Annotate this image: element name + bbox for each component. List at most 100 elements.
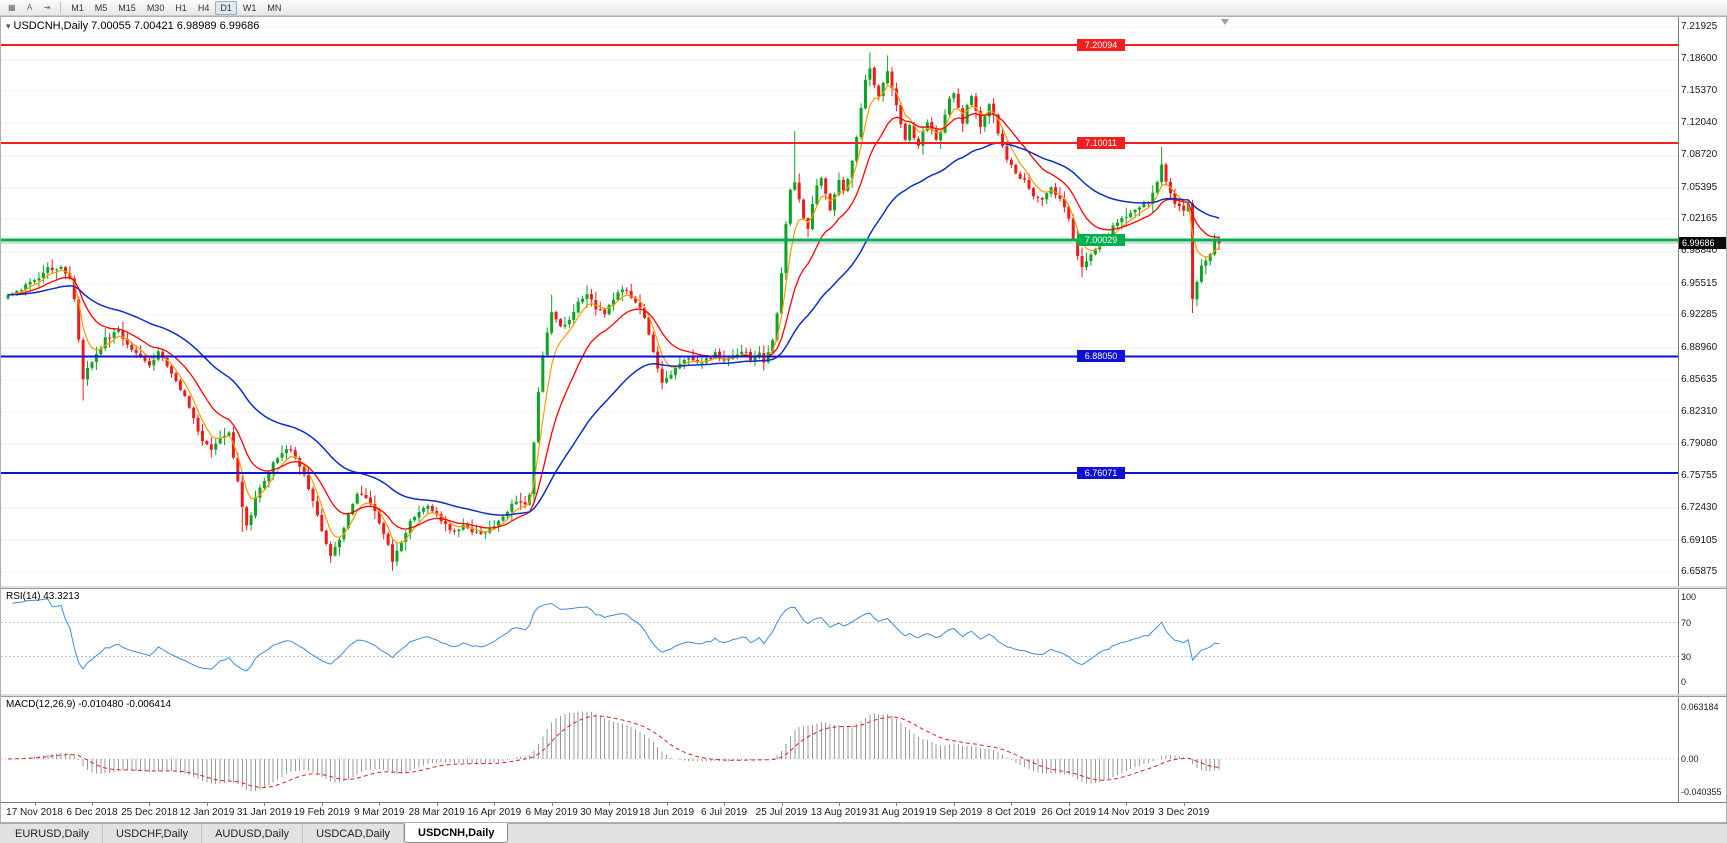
main-chart-pane: ▾ USDCNH,Daily 7.00055 7.00421 6.98989 6.… (1, 17, 1726, 586)
toolbar-icon-group: ▦ A ⇥ (3, 1, 55, 15)
date-axis-tick (149, 803, 151, 806)
level-price-label[interactable]: 6.88050 (1077, 350, 1125, 363)
date-axis-tick (494, 803, 496, 806)
price-axis-label: 6.92285 (1681, 309, 1718, 321)
chart-shift-icon[interactable]: ⇥ (39, 1, 56, 15)
date-axis-tick (609, 803, 611, 806)
chart-tab-bar: EURUSD,Daily USDCHF,Daily AUDUSD,Daily USDC… (0, 823, 1727, 843)
price-axis[interactable]: 6.99686 7.21925 7.18600 7.15370 7.12040 7.08… (1678, 17, 1726, 586)
timeframe-button-m1[interactable]: M1 (66, 1, 89, 15)
price-axis-label: 6.95515 (1681, 277, 1718, 289)
rsi-pane: RSI(14) 43.3213 100 70 30 0 (1, 588, 1726, 694)
date-axis-label: 18 Jun 2019 (639, 807, 695, 818)
level-price-label[interactable]: 7.00029 (1077, 233, 1125, 246)
rsi-axis-label: 0 (1681, 677, 1687, 687)
macd-axis-label: 0.00 (1681, 753, 1699, 764)
date-axis-tick (379, 803, 381, 806)
main-chart-canvas[interactable] (1, 17, 1678, 586)
rsi-axis-label: 70 (1681, 617, 1692, 628)
mid-ma (7, 112, 1220, 530)
price-axis-label: 6.98840 (1681, 245, 1718, 257)
timeframe-button-h1[interactable]: H1 (170, 1, 192, 15)
date-axis-label: 31 Jan 2019 (236, 807, 292, 818)
timeframe-button-m30[interactable]: M30 (142, 1, 170, 15)
date-axis-tick (781, 803, 783, 806)
price-axis-label: 7.12040 (1681, 117, 1718, 129)
rsi-axis[interactable]: 100 70 30 0 (1678, 589, 1726, 694)
time-axis[interactable]: 17 Nov 2018 6 Dec 2018 25 Dec 2018 12 Jan 2… (1, 802, 1726, 822)
date-axis-tick (91, 803, 93, 806)
timeframe-button-m15[interactable]: M15 (113, 1, 141, 15)
price-axis-label: 7.08720 (1681, 149, 1718, 161)
date-axis-tick (1011, 803, 1013, 806)
date-axis-tick (666, 803, 668, 806)
tab-usdcad-daily[interactable]: USDCAD,Daily (303, 824, 405, 843)
tab-eurusd-daily[interactable]: EURUSD,Daily (2, 824, 103, 843)
date-axis-label: 14 Nov 2019 (1097, 807, 1155, 818)
macd-label: MACD(12,26,9) -0.010480 -0.006414 (6, 699, 172, 710)
slow-ma (7, 142, 1220, 516)
date-axis-label: 9 Mar 2019 (353, 807, 405, 818)
timeframe-button-h4[interactable]: H4 (193, 1, 215, 15)
timeframe-button-d1[interactable]: D1 (215, 0, 237, 15)
timeframe-button-w1[interactable]: W1 (238, 1, 262, 15)
timeframe-button-m5[interactable]: M5 (90, 1, 113, 15)
timeframe-button-group: M1 M5 M15 M30 H1 H4 D1 W1 MN (66, 0, 286, 15)
price-axis-label: 7.18600 (1681, 53, 1718, 65)
level-price-label[interactable]: 6.76071 (1077, 466, 1125, 479)
date-axis-label: 6 Dec 2018 (66, 807, 118, 818)
toolbar: ▦ A ⇥ M1 M5 M15 M30 H1 H4 D1 W1 MN (0, 0, 1727, 16)
pane-divider[interactable] (1, 694, 1726, 696)
price-axis-label: 6.88960 (1681, 341, 1718, 353)
price-axis-label: 7.21925 (1681, 21, 1718, 32)
tab-audusd-daily[interactable]: AUDUSD,Daily (202, 824, 304, 843)
timeframe-button-mn[interactable]: MN (262, 1, 286, 15)
price-axis-label: 6.72430 (1681, 502, 1718, 514)
macd-axis[interactable]: 0.063184 0.00 -0.040355 (1678, 697, 1726, 802)
chart-shift-marker-icon (1221, 19, 1230, 25)
date-axis-tick (321, 803, 323, 806)
date-axis-label: 25 Jul 2019 (755, 807, 808, 818)
price-axis-label: 6.85635 (1681, 373, 1718, 385)
date-axis-tick (551, 803, 553, 806)
date-axis-tick (838, 803, 840, 806)
rsi-plot[interactable]: RSI(14) 43.3213 (1, 589, 1678, 694)
date-axis-label: 16 Apr 2019 (467, 807, 522, 818)
date-axis-label: 28 Mar 2019 (408, 807, 465, 818)
date-axis-tick (436, 803, 438, 806)
tab-usdchf-daily[interactable]: USDCHF,Daily (103, 824, 203, 843)
fast-ma (7, 85, 1220, 544)
rsi-axis-label: 100 (1681, 592, 1697, 602)
current-price-badge: 6.99686 (1679, 237, 1726, 250)
price-axis-label: 7.02165 (1681, 213, 1718, 225)
tab-usdcnh-daily[interactable]: USDCNH,Daily (404, 823, 509, 843)
date-axis-tick (1183, 803, 1185, 806)
chart-type-icon[interactable]: ▦ (3, 1, 21, 15)
date-axis-tick (896, 803, 898, 806)
macd-canvas[interactable] (1, 697, 1678, 802)
autoscroll-icon[interactable]: A (22, 1, 38, 15)
macd-plot[interactable]: MACD(12,26,9) -0.010480 -0.006414 (1, 697, 1678, 802)
level-price-label[interactable]: 7.20094 (1077, 38, 1125, 51)
date-axis-tick (953, 803, 955, 806)
price-axis-label: 6.82310 (1681, 406, 1718, 418)
date-axis-label: 12 Jan 2019 (179, 807, 235, 818)
date-axis-label: 13 Aug 2019 (810, 807, 868, 818)
date-axis-label: 8 Oct 2019 (986, 807, 1036, 818)
chart-window: ▾ USDCNH,Daily 7.00055 7.00421 6.98989 6.… (0, 16, 1727, 823)
date-axis-tick (206, 803, 208, 806)
symbol-dropdown-icon[interactable]: ▾ (6, 21, 11, 31)
price-axis-label: 6.75755 (1681, 469, 1718, 481)
pane-divider[interactable] (1, 586, 1726, 588)
rsi-canvas[interactable] (1, 589, 1678, 694)
date-axis-tick (264, 803, 266, 806)
date-axis-tick (1126, 803, 1128, 806)
main-chart-plot[interactable]: ▾ USDCNH,Daily 7.00055 7.00421 6.98989 6.… (1, 17, 1678, 586)
price-axis-label: 6.69105 (1681, 534, 1718, 546)
level-price-label[interactable]: 7.10011 (1077, 136, 1125, 149)
macd-pane: MACD(12,26,9) -0.010480 -0.006414 0.0631… (1, 696, 1726, 802)
date-axis-label: 19 Feb 2019 (293, 807, 350, 818)
date-axis-label: 31 Aug 2019 (868, 807, 925, 818)
date-axis-label: 6 May 2019 (525, 807, 578, 818)
date-axis-label: 30 May 2019 (580, 807, 639, 818)
